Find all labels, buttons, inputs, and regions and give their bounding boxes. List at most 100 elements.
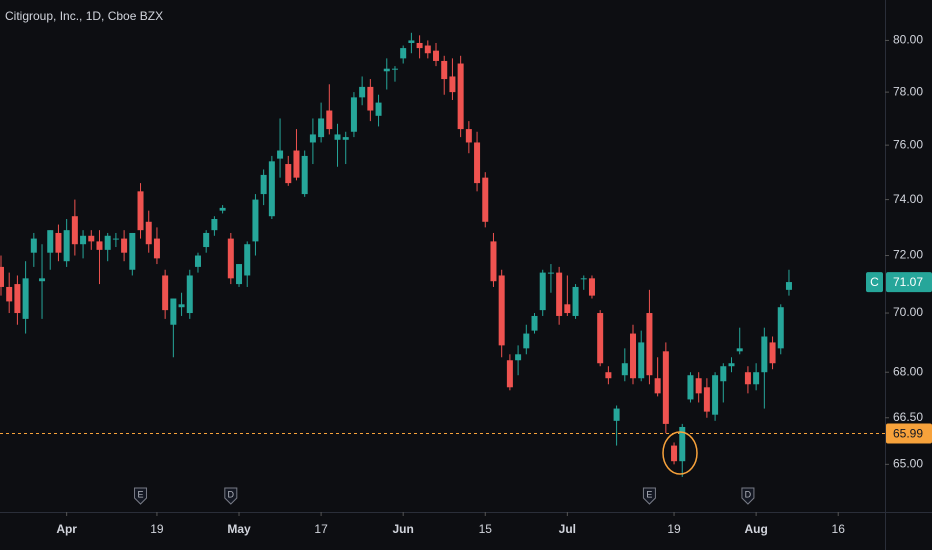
candle-body — [227, 238, 234, 279]
candle-body — [630, 333, 637, 379]
candle-body — [433, 50, 440, 61]
candle-body — [104, 235, 111, 250]
candle-body — [695, 378, 702, 394]
last-price-marker-badge — [866, 272, 883, 293]
candle-body — [777, 307, 784, 349]
candle-body — [0, 266, 4, 287]
candle-body — [531, 315, 538, 331]
candle-body — [671, 445, 678, 462]
last-price-marker: C — [870, 275, 879, 289]
candle-body — [96, 241, 103, 250]
candle-body — [285, 164, 292, 184]
candle-body — [22, 278, 29, 319]
candle-body — [47, 230, 54, 253]
candle-body — [687, 375, 694, 400]
candle-body — [457, 63, 464, 130]
candle-body — [80, 235, 87, 245]
event-marker — [741, 487, 755, 505]
candle-body — [252, 199, 259, 242]
price-line-badge — [886, 423, 932, 444]
candle-body — [613, 408, 620, 421]
x-tick-label: 15 — [479, 522, 493, 536]
x-tick-label: Apr — [56, 522, 77, 536]
candle-body — [736, 348, 743, 352]
candle-body — [334, 134, 341, 140]
candle-body — [367, 86, 374, 111]
candle-body — [39, 278, 46, 282]
candle-body — [55, 232, 62, 253]
candle-body — [769, 342, 776, 364]
candle-body — [556, 272, 563, 316]
candle-body — [326, 110, 333, 130]
candle-body — [359, 86, 366, 98]
candle-body — [350, 97, 357, 132]
candle-body — [490, 241, 497, 282]
candle-body — [145, 221, 152, 245]
event-marker — [642, 487, 656, 505]
y-tick-label: 72.00 — [893, 248, 923, 262]
candle-body — [186, 275, 193, 314]
candle-body — [6, 286, 13, 302]
price-line-label: 65.99 — [893, 427, 923, 441]
candle-body — [14, 284, 21, 314]
y-tick-label: 74.00 — [893, 192, 923, 206]
x-tick-label: May — [227, 522, 251, 536]
event-label: D — [228, 489, 235, 499]
candle-body — [30, 238, 37, 253]
y-tick-label: 80.00 — [893, 33, 923, 47]
candle-body — [244, 244, 251, 276]
candle-body — [728, 363, 735, 367]
x-tick-label: 19 — [150, 522, 164, 536]
candle-body — [260, 174, 267, 195]
event-label: E — [646, 489, 652, 499]
candle-body — [588, 278, 595, 296]
candle-body — [88, 235, 95, 242]
candle-body — [662, 351, 669, 424]
candle-body — [785, 282, 792, 290]
candle-body — [342, 137, 349, 140]
x-tick-label: Aug — [744, 522, 767, 536]
candle-body — [408, 40, 415, 43]
x-tick-label: 16 — [832, 522, 846, 536]
candle-body — [137, 191, 144, 231]
candle-body — [416, 42, 423, 49]
candle-body — [309, 134, 316, 143]
candle-body — [482, 177, 489, 222]
candle-body — [679, 426, 686, 462]
candle-body — [400, 48, 407, 59]
candle-body — [638, 342, 645, 379]
candle-body — [515, 354, 522, 361]
candle-body — [498, 275, 505, 346]
candle-body — [153, 238, 160, 259]
event-marker — [134, 487, 148, 505]
highlight-circle — [662, 431, 698, 475]
x-tick-label: 17 — [314, 522, 328, 536]
candle-body — [474, 142, 481, 184]
candle-body — [465, 129, 472, 143]
candle-body — [268, 161, 275, 217]
candle-body — [170, 298, 177, 325]
candle-body — [646, 313, 653, 376]
candle-body — [597, 313, 604, 364]
candle-body — [219, 207, 226, 211]
y-tick-label: 76.00 — [893, 137, 923, 151]
candle-body — [580, 278, 587, 280]
candle-body — [720, 366, 727, 382]
candle-body — [236, 264, 243, 285]
candle-body — [605, 372, 612, 379]
candle-body — [301, 155, 308, 195]
candle-body — [194, 255, 201, 267]
x-tick-label: 19 — [667, 522, 681, 536]
candle-body — [318, 118, 325, 138]
candle-body — [112, 238, 119, 240]
candle-body — [424, 45, 431, 54]
candle-body — [744, 372, 751, 385]
candle-body — [539, 272, 546, 311]
event-label: D — [745, 489, 752, 499]
candle-body — [547, 272, 554, 274]
candle-body — [162, 275, 169, 311]
candle-body — [441, 60, 448, 80]
x-tick-label: Jun — [393, 522, 414, 536]
